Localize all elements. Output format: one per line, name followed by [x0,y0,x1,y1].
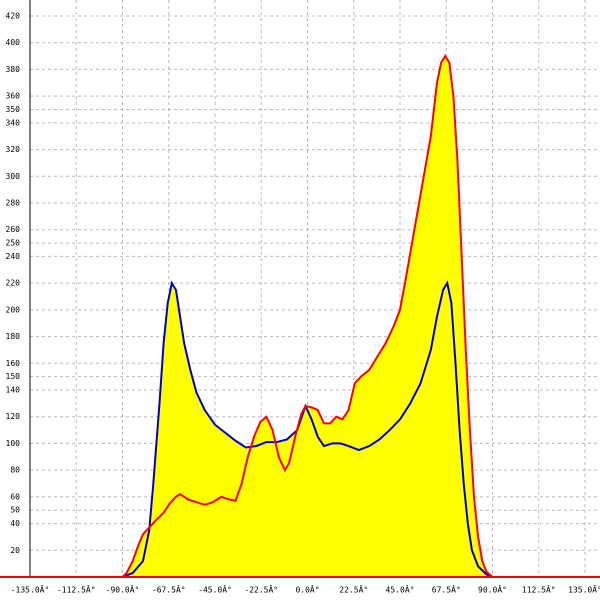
y-tick-label: 160 [6,359,21,368]
y-tick-label: 220 [6,279,21,288]
y-tick-label: 380 [6,65,21,74]
y-tick-label: 400 [6,38,21,47]
area-fill [122,56,493,578]
data-line [121,54,494,578]
y-tick-label: 280 [6,199,21,208]
y-tick-label: 240 [6,252,21,261]
x-tick-label: -112.5Â° [57,584,96,595]
y-tick-label: 140 [6,386,21,395]
y-tick-label: 340 [6,118,21,127]
x-tick-label: 45.0Â° [386,584,415,595]
y-tick-label: 60 [10,492,20,501]
x-tick-label: 112.5Â° [522,584,556,595]
y-tick-label: 300 [6,172,21,181]
y-tick-label: 50 [10,506,20,515]
x-tick-label: -90.0Â° [106,584,140,595]
x-tick-label: 22.5Â° [339,584,368,595]
y-tick-label: 200 [6,305,21,314]
y-tick-label: 420 [6,12,21,21]
x-tick-label: 0.0Â° [295,584,319,595]
x-tick-label: -22.5Â° [244,584,278,595]
y-tick-label: 20 [10,546,20,555]
y-tick-label: 150 [6,372,21,381]
y-tick-label: 180 [6,332,21,341]
y-tick-label: 120 [6,412,21,421]
y-tick-label: 80 [10,466,20,475]
y-tick-label: 260 [6,225,21,234]
y-tick-label: 250 [6,239,21,248]
x-tick-label: -67.5Â° [152,584,186,595]
y-tick-label: 320 [6,145,21,154]
x-tick-label: 90.0Â° [478,584,507,595]
y-tick-label: 350 [6,105,21,114]
y-tick-label: 360 [6,92,21,101]
x-tick-label: 135.0Â° [568,584,600,595]
y-tick-label: 40 [10,519,20,528]
y-tick-label: 100 [6,439,21,448]
x-tick-label: 67.5Â° [432,584,461,595]
data-line [122,280,493,578]
x-tick-label: -45.0Â° [198,584,232,595]
x-tick-label: -135.0Â° [11,584,50,595]
